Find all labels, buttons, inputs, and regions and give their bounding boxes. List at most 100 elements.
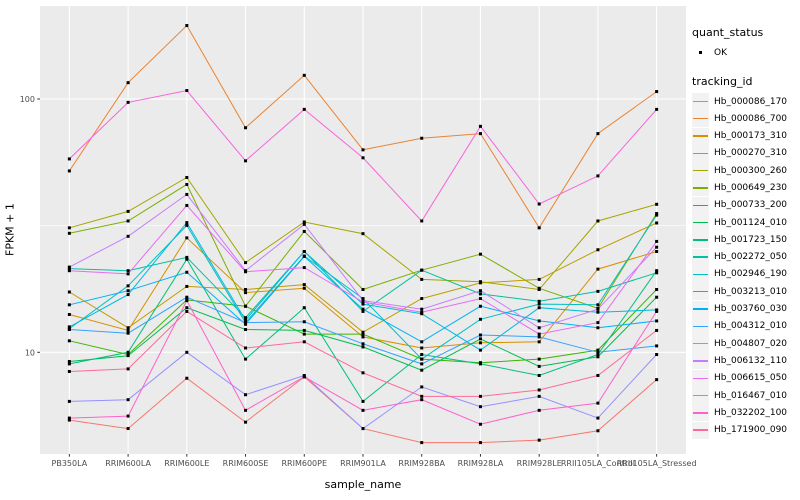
data-point (302, 340, 306, 344)
data-point (67, 231, 71, 235)
data-point (420, 310, 424, 314)
data-point (420, 398, 424, 402)
data-point (185, 257, 189, 261)
data-point (537, 277, 541, 281)
data-point (596, 310, 600, 314)
legend-item-Hb_000270_310: Hb_000270_310 (692, 144, 798, 162)
data-point (655, 202, 659, 206)
data-point (596, 373, 600, 377)
data-point (537, 306, 541, 310)
data-point (420, 136, 424, 140)
legend-item-Hb_002272_050: Hb_002272_050 (692, 248, 798, 266)
y-axis-title: FPKM + 1 (3, 203, 17, 257)
data-point (126, 398, 130, 402)
data-point (596, 401, 600, 405)
data-point (655, 245, 659, 249)
data-point (126, 414, 130, 418)
data-point (361, 287, 365, 291)
legend-item-Hb_002946_190: Hb_002946_190 (692, 265, 798, 283)
data-point (596, 303, 600, 307)
data-point (596, 174, 600, 178)
data-point (244, 393, 248, 397)
data-point (302, 250, 306, 254)
legend-key-swatch (692, 214, 709, 232)
data-point (302, 266, 306, 270)
ok-point-icon (692, 44, 709, 61)
data-point (126, 219, 130, 223)
data-point (126, 81, 130, 85)
data-point (244, 346, 248, 350)
legend-item-label: Hb_002272_050 (714, 252, 788, 263)
data-point (478, 292, 482, 296)
data-point (126, 272, 130, 276)
data-point (478, 132, 482, 136)
legend-key-swatch (692, 283, 709, 301)
data-point (596, 132, 600, 136)
legend-item-label: Hb_032202_100 (714, 407, 788, 418)
data-point (596, 416, 600, 420)
data-point (420, 346, 424, 350)
data-point (361, 342, 365, 346)
data-point (478, 124, 482, 128)
data-point (126, 367, 130, 371)
y-tick-label: 100 (20, 95, 35, 104)
legend-item-label: Hb_006615_050 (714, 373, 788, 384)
data-point (361, 148, 365, 152)
data-point (185, 182, 189, 186)
data-point (126, 293, 130, 297)
data-point (302, 306, 306, 310)
data-point (67, 418, 71, 422)
data-point (244, 316, 248, 320)
legend-item-Hb_000086_170: Hb_000086_170 (692, 93, 798, 110)
data-point (185, 376, 189, 380)
data-point (126, 350, 130, 354)
data-point (302, 332, 306, 336)
legend-item-label: Hb_000086_170 (714, 96, 788, 107)
data-point (420, 312, 424, 316)
data-point (67, 359, 71, 363)
legend-key-swatch (692, 144, 709, 162)
data-point (478, 441, 482, 445)
data-point (596, 355, 600, 359)
data-point (537, 357, 541, 361)
data-point (478, 333, 482, 337)
data-point (67, 265, 71, 269)
data-point (537, 335, 541, 339)
data-point (302, 229, 306, 233)
data-point (655, 107, 659, 111)
data-point (67, 369, 71, 373)
legend-item-Hb_006615_050: Hb_006615_050 (692, 369, 798, 387)
data-point (655, 212, 659, 216)
y-tick-label: 10 (25, 348, 35, 357)
data-point (185, 255, 189, 259)
data-point (361, 335, 365, 339)
data-point (596, 219, 600, 223)
data-point (655, 295, 659, 299)
legend-key-swatch (692, 421, 709, 439)
x-tick-label: RRIM928LA (458, 459, 504, 468)
data-point (244, 304, 248, 308)
data-point (478, 252, 482, 256)
data-point (478, 297, 482, 301)
x-tick-label: RRIM928BA (398, 459, 445, 468)
data-point (67, 313, 71, 317)
data-point (655, 309, 659, 313)
data-point (478, 362, 482, 366)
data-point (126, 328, 130, 332)
data-point (126, 234, 130, 238)
data-point (185, 306, 189, 310)
data-point (126, 354, 130, 358)
data-point (302, 220, 306, 224)
legend-item-Hb_001723_150: Hb_001723_150 (692, 231, 798, 249)
data-point (361, 332, 365, 336)
data-point (537, 394, 541, 398)
data-point (361, 300, 365, 304)
data-point (420, 368, 424, 372)
data-point (537, 299, 541, 303)
data-point (67, 339, 71, 343)
data-point (478, 304, 482, 308)
data-point (420, 297, 424, 301)
data-point (420, 385, 424, 389)
x-tick-label: RRII105LA_Control (561, 459, 635, 468)
legend-item-label: Hb_001124_010 (714, 217, 788, 228)
